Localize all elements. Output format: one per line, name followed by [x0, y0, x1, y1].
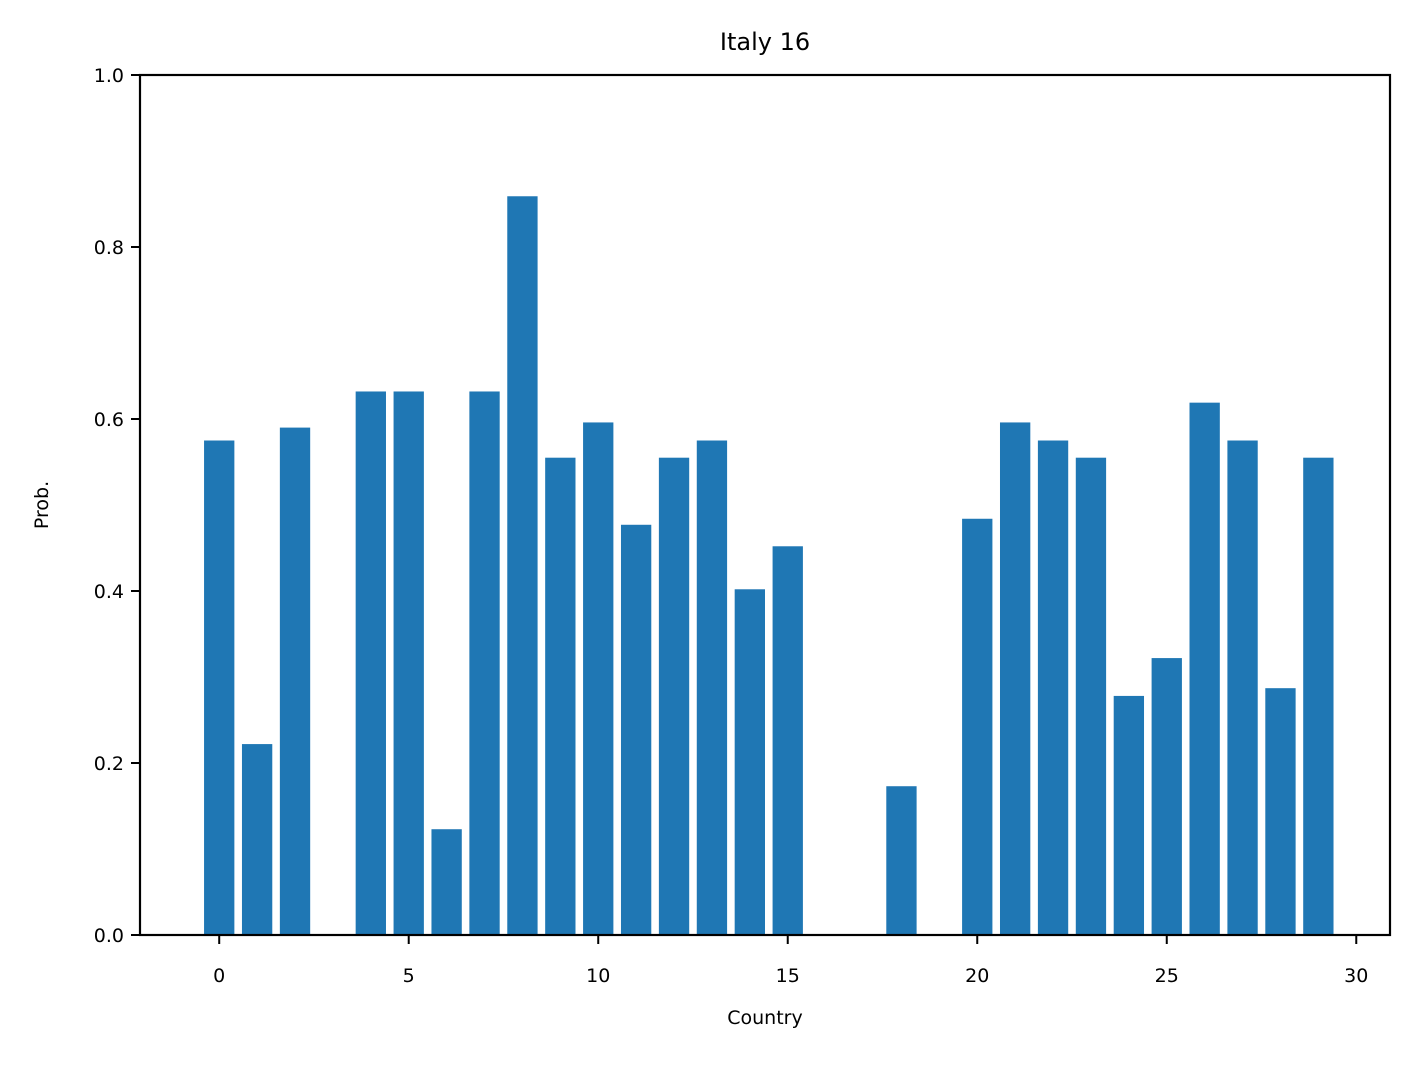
y-tick-label: 0.2 [94, 753, 124, 775]
bar-23 [1075, 457, 1107, 935]
bar-18 [886, 786, 917, 935]
bar-25 [1151, 658, 1182, 935]
bar-13 [696, 440, 728, 935]
bar-8 [507, 196, 538, 935]
bars-layer [204, 196, 1334, 936]
bar-10 [583, 422, 614, 935]
y-tick-label: 1.0 [94, 65, 124, 87]
bar-24 [1113, 695, 1145, 935]
bar-9 [545, 457, 576, 935]
bar-15 [772, 546, 803, 935]
bar-4 [355, 391, 386, 936]
axes-layer [138, 73, 1392, 937]
chart-title: Italy 16 [720, 28, 810, 56]
bar-0 [204, 440, 235, 935]
x-tick-label: 25 [1155, 965, 1179, 987]
x-axis-ticks: 0 5 10 15 20 25 30 [213, 935, 1368, 987]
bar-12 [658, 457, 690, 935]
bar-27 [1227, 440, 1258, 935]
bar-26 [1189, 402, 1220, 935]
bar-14 [734, 589, 765, 935]
x-tick-label: 0 [213, 965, 225, 987]
bar-5 [393, 391, 424, 936]
bar-28 [1265, 688, 1296, 935]
x-tick-label: 15 [776, 965, 800, 987]
x-axis-label: Country [727, 1007, 802, 1029]
x-tick-label: 10 [586, 965, 610, 987]
bar-11 [620, 524, 652, 935]
bar-21 [999, 422, 1031, 935]
x-tick-label: 5 [403, 965, 415, 987]
bar-6 [431, 829, 462, 935]
bar-20 [962, 518, 993, 935]
bar-1 [241, 744, 273, 935]
y-tick-label: 0.0 [94, 925, 124, 947]
y-tick-label: 0.6 [94, 409, 124, 431]
x-tick-label: 30 [1344, 965, 1368, 987]
x-tick-label: 20 [965, 965, 989, 987]
bar-2 [279, 427, 311, 935]
y-axis-ticks: 0.0 0.2 0.4 0.6 0.8 1.0 [94, 65, 140, 947]
y-tick-label: 0.4 [94, 581, 124, 603]
bar-22 [1037, 440, 1069, 935]
plot-frame [138, 73, 1392, 937]
bar-29 [1303, 457, 1334, 935]
y-tick-label: 0.8 [94, 237, 124, 259]
y-axis-label: Prob. [31, 481, 53, 529]
bar-7 [469, 391, 500, 936]
